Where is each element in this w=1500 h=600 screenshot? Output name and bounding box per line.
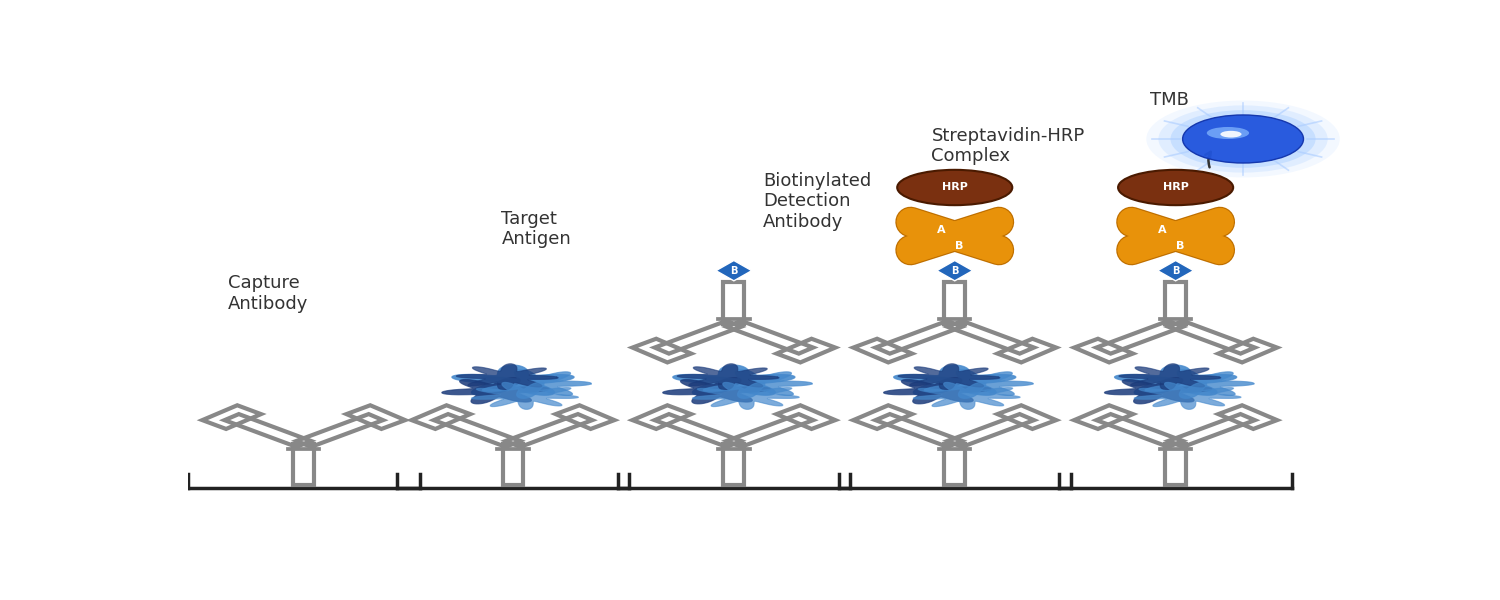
Polygon shape xyxy=(1143,370,1254,398)
Polygon shape xyxy=(894,365,1016,395)
Text: Target
Antigen: Target Antigen xyxy=(501,209,572,248)
Polygon shape xyxy=(672,365,795,395)
Ellipse shape xyxy=(897,170,1013,205)
Ellipse shape xyxy=(1118,170,1233,205)
Ellipse shape xyxy=(1182,115,1304,163)
Ellipse shape xyxy=(1221,131,1242,137)
Ellipse shape xyxy=(1158,106,1328,173)
Polygon shape xyxy=(1134,382,1240,409)
Polygon shape xyxy=(482,370,591,398)
Polygon shape xyxy=(884,377,992,404)
Polygon shape xyxy=(1104,377,1212,404)
Polygon shape xyxy=(456,364,558,390)
Text: B: B xyxy=(1172,266,1179,275)
Polygon shape xyxy=(676,364,778,390)
Text: B: B xyxy=(951,266,958,275)
Text: A: A xyxy=(1158,225,1167,235)
Polygon shape xyxy=(716,260,752,281)
Ellipse shape xyxy=(1208,127,1249,139)
Ellipse shape xyxy=(1182,115,1304,163)
Text: Capture
Antibody: Capture Antibody xyxy=(228,274,309,313)
Text: A: A xyxy=(938,225,946,235)
Text: HRP: HRP xyxy=(1162,182,1188,193)
Polygon shape xyxy=(914,382,1020,409)
Polygon shape xyxy=(1119,364,1221,390)
Polygon shape xyxy=(898,364,1001,390)
Text: B: B xyxy=(1176,241,1184,251)
Polygon shape xyxy=(1114,365,1238,395)
Polygon shape xyxy=(938,260,972,281)
Ellipse shape xyxy=(1170,110,1316,168)
Text: Streptavidin-HRP
Complex: Streptavidin-HRP Complex xyxy=(932,127,1084,166)
Polygon shape xyxy=(693,382,800,409)
Text: B: B xyxy=(956,241,963,251)
Polygon shape xyxy=(452,365,574,395)
Text: HRP: HRP xyxy=(942,182,968,193)
Ellipse shape xyxy=(1146,101,1340,178)
Polygon shape xyxy=(471,382,579,409)
Polygon shape xyxy=(442,377,549,404)
Text: Biotinylated
Detection
Antibody: Biotinylated Detection Antibody xyxy=(764,172,871,231)
Polygon shape xyxy=(702,370,813,398)
Polygon shape xyxy=(1158,260,1194,281)
Text: B: B xyxy=(730,266,738,275)
Text: TMB: TMB xyxy=(1150,91,1190,109)
Polygon shape xyxy=(922,370,1034,398)
Polygon shape xyxy=(663,377,771,404)
